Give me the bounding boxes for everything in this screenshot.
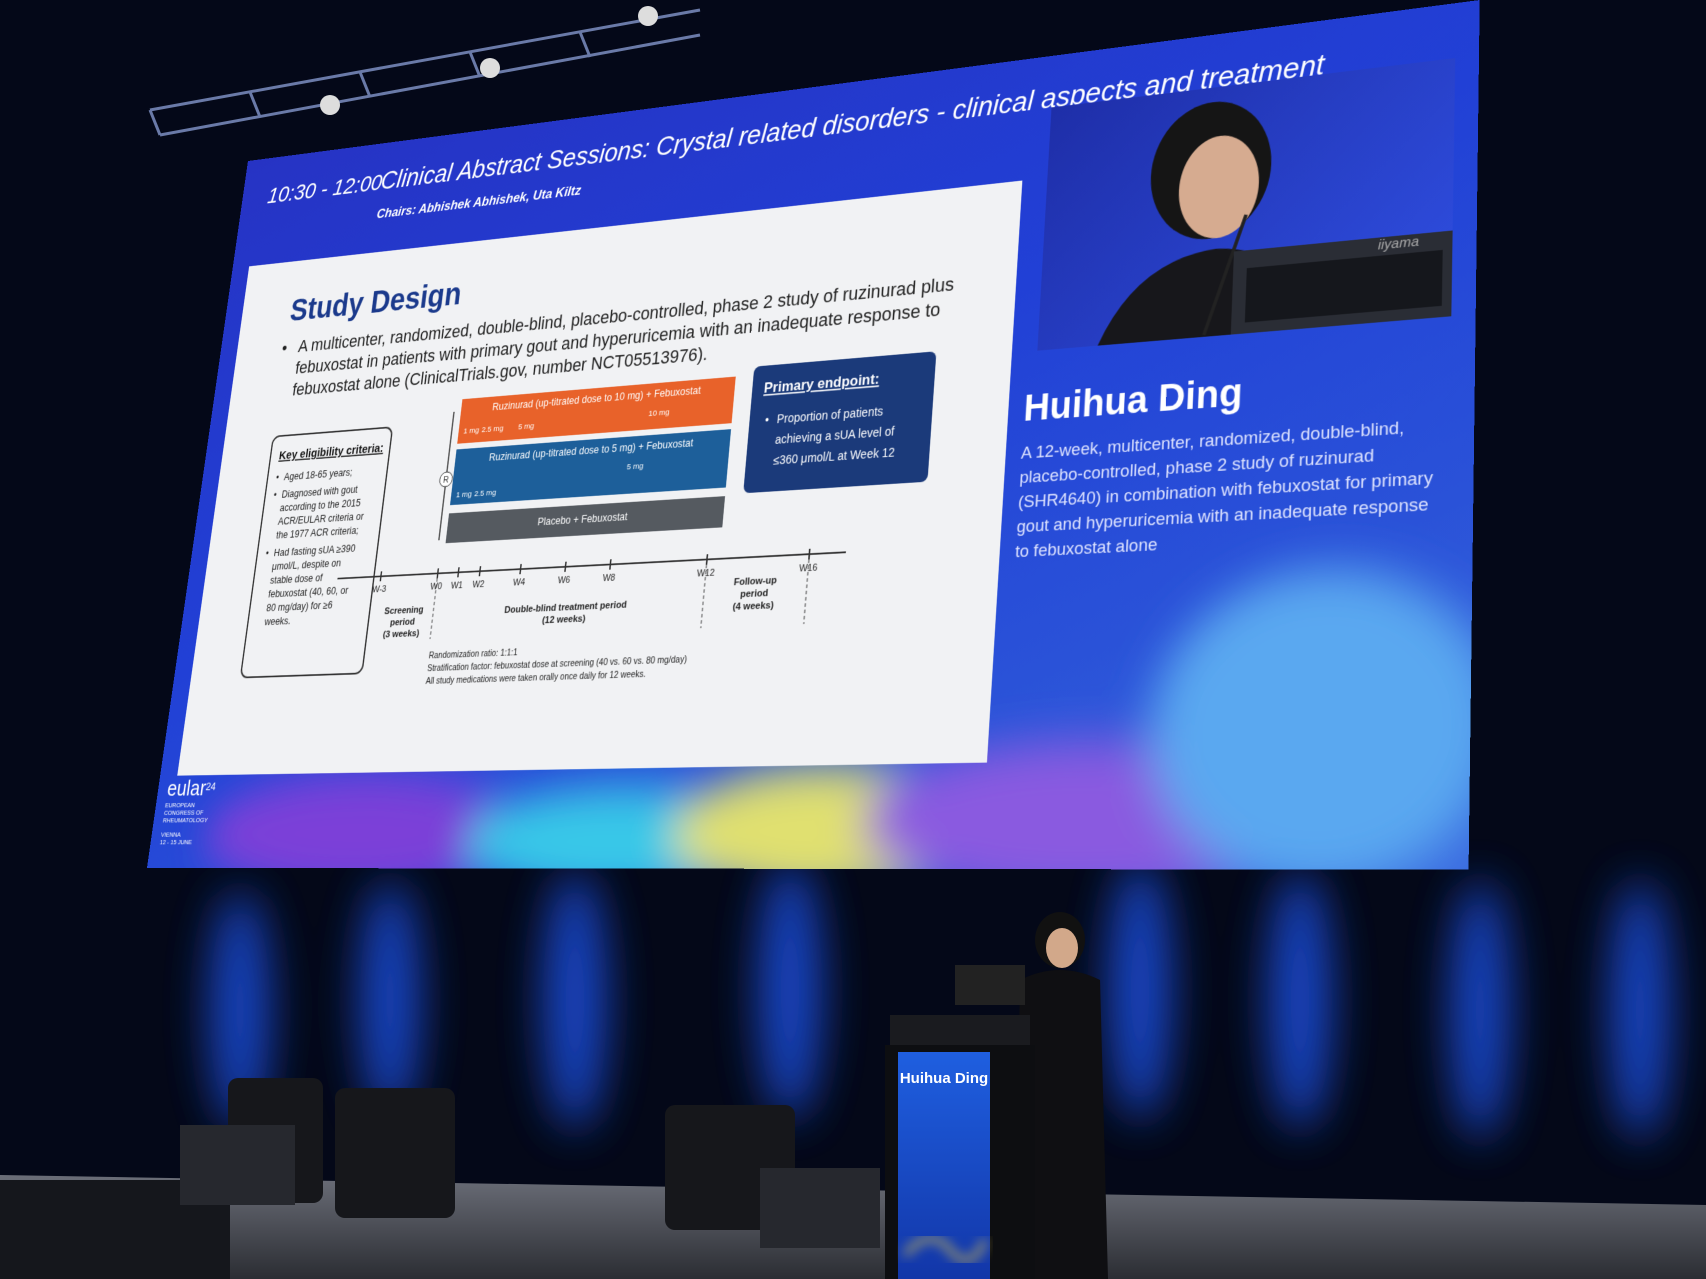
description-line: to febuxostat alone (1015, 535, 1158, 563)
bullet-dot: • (281, 339, 289, 358)
eligibility-bullet: • (273, 490, 277, 501)
study-design-slide: Study Design • Key eligibility criteria:… (177, 181, 1022, 776)
eligibility-heading: Key eligibility criteria: (278, 442, 384, 463)
eligibility-bullet: • (265, 548, 269, 559)
slide-title: Study Design (288, 275, 463, 327)
period-label: (4 weeks) (732, 599, 775, 613)
logo-city: VIENNA (160, 831, 209, 839)
eligibility-line: weeks. (263, 615, 292, 628)
dose-label: 2.5 mg (474, 488, 497, 498)
footnote: Randomization ratio: 1:1:1 (428, 649, 518, 661)
logo-name: eular (166, 775, 208, 801)
timeline-tick (809, 549, 810, 560)
logo-org: EUROPEAN CONGRESS OF RHEUMATOLOGY (162, 801, 213, 824)
period-label: Follow-up (733, 574, 777, 588)
dose-label: 1 mg (455, 490, 472, 500)
timeline-tick-label: W-3 (372, 583, 387, 595)
timeline-tick-label: W2 (472, 578, 485, 590)
logo-edition: 24 (205, 780, 216, 793)
primary-endpoint-box (743, 351, 936, 493)
timeline-tick (565, 562, 566, 572)
period-label: period (740, 587, 769, 600)
podium-name: Huihua Ding (900, 1070, 988, 1087)
timeline-tick-label: W8 (602, 571, 616, 583)
timeline-tick (520, 564, 521, 574)
laptop (955, 965, 1025, 1005)
dose-label: 10 mg (648, 408, 670, 418)
speaker-video-frame: iiyama (1037, 58, 1455, 351)
timeline-tick-label: W1 (450, 579, 463, 591)
period-label: period (389, 616, 415, 628)
timeline-tick (380, 571, 381, 581)
timeline-tick (707, 554, 708, 564)
footnote: All study medications were taken orally … (425, 670, 646, 686)
eligibility-line: stable dose of (269, 571, 324, 586)
eligibility-line: 80 mg/day) for ≥6 (266, 599, 334, 614)
dose-label: 1 mg (463, 426, 480, 436)
period-label: Screening (384, 604, 425, 617)
eligibility-line: μmol/L, despite on (271, 557, 342, 573)
speaker-video: iiyama (1037, 58, 1455, 351)
stage-lights (320, 6, 658, 115)
timeline-tick-label: W4 (512, 576, 525, 588)
logo-dates: 12 - 15 JUNE (159, 838, 208, 846)
dose-label: 5 mg (518, 422, 535, 432)
timeline-tick (610, 559, 611, 569)
eligibility-line: febuxostat (40, 60, or (268, 584, 350, 600)
eligibility-bullet: • (275, 472, 279, 483)
eular-logo: eular24 EUROPEAN CONGRESS OF RHEUMATOLOGY … (159, 775, 217, 846)
podium: Huihua Ding (885, 1015, 1035, 1279)
period-label: (3 weeks) (382, 627, 420, 640)
timeline-tick (479, 566, 480, 576)
eligibility-line: Had fasting sUA ≥390 (273, 542, 356, 559)
period-label: (12 weeks) (541, 612, 586, 625)
timeline-tick (458, 567, 459, 577)
timeline-tick (437, 568, 438, 578)
dose-label: 5 mg (626, 462, 644, 472)
logo-org-line: RHEUMATOLOGY (162, 816, 211, 824)
eligibility-line: Aged 18-65 years; (283, 466, 353, 483)
dose-label: 2.5 mg (481, 424, 504, 434)
speaker-description: A 12-week, multicenter, randomized, doub… (1014, 414, 1463, 581)
slide: Study Design • Key eligibility criteria:… (177, 181, 1022, 776)
timeline-tick-label: W6 (557, 574, 570, 586)
